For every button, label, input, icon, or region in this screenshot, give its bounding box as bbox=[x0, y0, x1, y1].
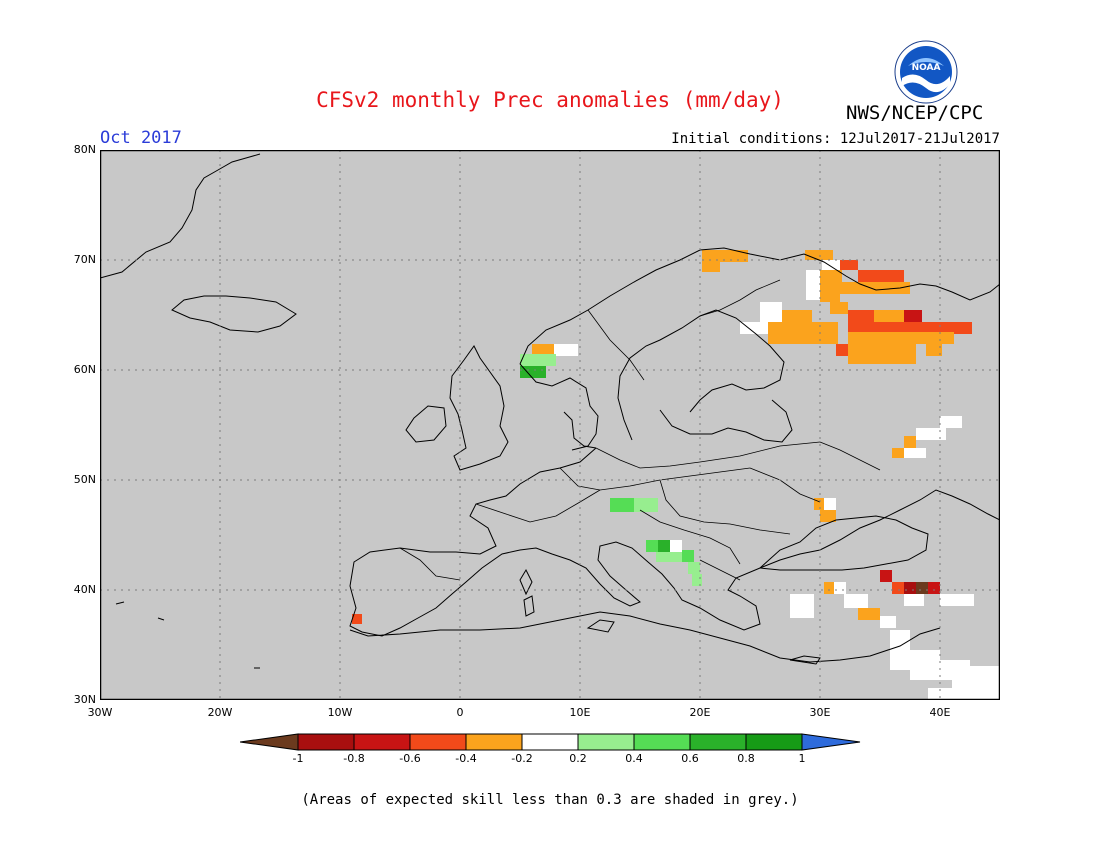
lat-label-80n: 80N bbox=[73, 143, 96, 156]
lon-label-20e: 20E bbox=[689, 706, 711, 719]
lat-label-30n: 30N bbox=[73, 693, 96, 706]
gridlines bbox=[100, 150, 1000, 700]
colorbar-label: -0.8 bbox=[343, 752, 365, 765]
colorbar bbox=[240, 733, 861, 751]
lon-label-40e: 40E bbox=[929, 706, 951, 719]
lon-label-0: 0 bbox=[456, 706, 464, 719]
anomaly-cells bbox=[352, 250, 1000, 700]
lon-label-20w: 20W bbox=[207, 706, 233, 719]
colorbar-label: 0.2 bbox=[569, 752, 587, 765]
initial-conditions: Initial conditions: 12Jul2017-21Jul2017 bbox=[671, 131, 1000, 147]
colorbar-bin bbox=[521, 733, 579, 751]
colorbar-high-arrow bbox=[801, 733, 861, 751]
lat-label-60n: 60N bbox=[73, 363, 96, 376]
colorbar-label: -0.6 bbox=[399, 752, 421, 765]
colorbar-low-arrow bbox=[240, 733, 299, 751]
colorbar-label: -1 bbox=[292, 752, 304, 765]
colorbar-label: -0.4 bbox=[455, 752, 477, 765]
colorbar-label: -0.2 bbox=[511, 752, 533, 765]
map-frame bbox=[100, 150, 1000, 700]
lat-label-40n: 40N bbox=[73, 583, 96, 596]
svg-text:NOAA: NOAA bbox=[912, 63, 941, 73]
colorbar-label: 0.4 bbox=[625, 752, 643, 765]
map-title: CFSv2 monthly Prec anomalies (mm/day) bbox=[316, 88, 784, 112]
colorbar-label: 0.8 bbox=[737, 752, 755, 765]
noaa-logo-icon: NOAA bbox=[894, 40, 958, 104]
lon-label-10e: 10E bbox=[569, 706, 591, 719]
colorbar-bin bbox=[689, 733, 747, 751]
colorbar-bin bbox=[409, 733, 467, 751]
colorbar-bin bbox=[353, 733, 411, 751]
agency-label: NWS/NCEP/CPC bbox=[846, 102, 984, 124]
lat-label-50n: 50N bbox=[73, 473, 96, 486]
precipitation-anomaly-map bbox=[100, 150, 1000, 700]
colorbar-bin bbox=[633, 733, 691, 751]
colorbar-bin bbox=[577, 733, 635, 751]
colorbar-bin bbox=[465, 733, 523, 751]
country-borders bbox=[399, 279, 881, 581]
lon-label-30w: 30W bbox=[87, 706, 113, 719]
colorbar-bin bbox=[745, 733, 803, 751]
coastlines bbox=[100, 153, 1000, 669]
lat-label-70n: 70N bbox=[73, 253, 96, 266]
colorbar-label: 0.6 bbox=[681, 752, 699, 765]
lon-label-10w: 10W bbox=[327, 706, 353, 719]
forecast-period: Oct 2017 bbox=[100, 128, 182, 148]
colorbar-bin bbox=[297, 733, 355, 751]
lon-label-30e: 30E bbox=[809, 706, 831, 719]
skill-footnote: (Areas of expected skill less than 0.3 a… bbox=[301, 792, 799, 808]
colorbar-label: 1 bbox=[798, 752, 806, 765]
